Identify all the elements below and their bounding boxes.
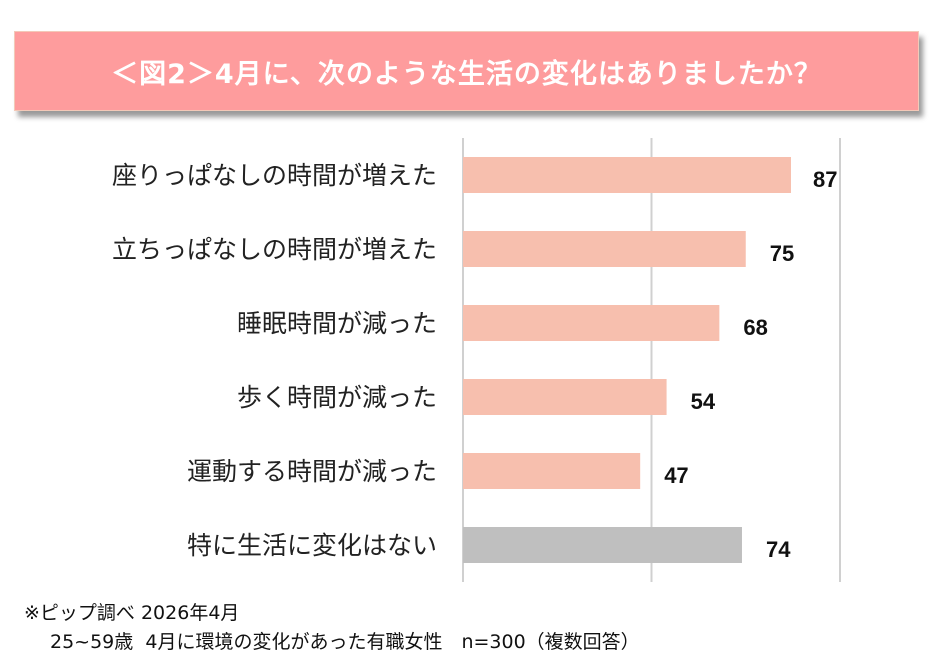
bar (463, 231, 746, 267)
bar (463, 453, 641, 489)
category-label: 特に生活に変化はない (187, 531, 437, 560)
value-label: 54 (691, 389, 716, 414)
chart-title-banner: ＜図2＞4月に、次のような生活の変化はありましたか？ (14, 31, 919, 111)
bar (463, 379, 667, 415)
category-label: 座りっぱなしの時間が増えた (112, 161, 437, 190)
category-label: 歩く時間が減った (237, 383, 437, 412)
value-label: 87 (813, 167, 837, 192)
value-label: 74 (766, 537, 791, 562)
category-label: 運動する時間が減った (187, 457, 437, 486)
footnote-source: ※ピップ調べ 2026年4月 (24, 602, 240, 624)
category-label: 立ちっぱなしの時間が増えた (112, 235, 437, 264)
value-label: 75 (770, 241, 794, 266)
bar (463, 527, 742, 563)
footnote-sample: 25~59歳 4月に環境の変化があった有職女性 n=300（複数回答） (50, 631, 640, 653)
value-label: 68 (743, 315, 767, 340)
bar (463, 157, 791, 193)
category-label: 睡眠時間が減った (237, 309, 437, 338)
chart-title: ＜図2＞4月に、次のような生活の変化はありましたか？ (111, 58, 822, 90)
bar (463, 305, 720, 341)
value-label: 47 (664, 463, 688, 488)
